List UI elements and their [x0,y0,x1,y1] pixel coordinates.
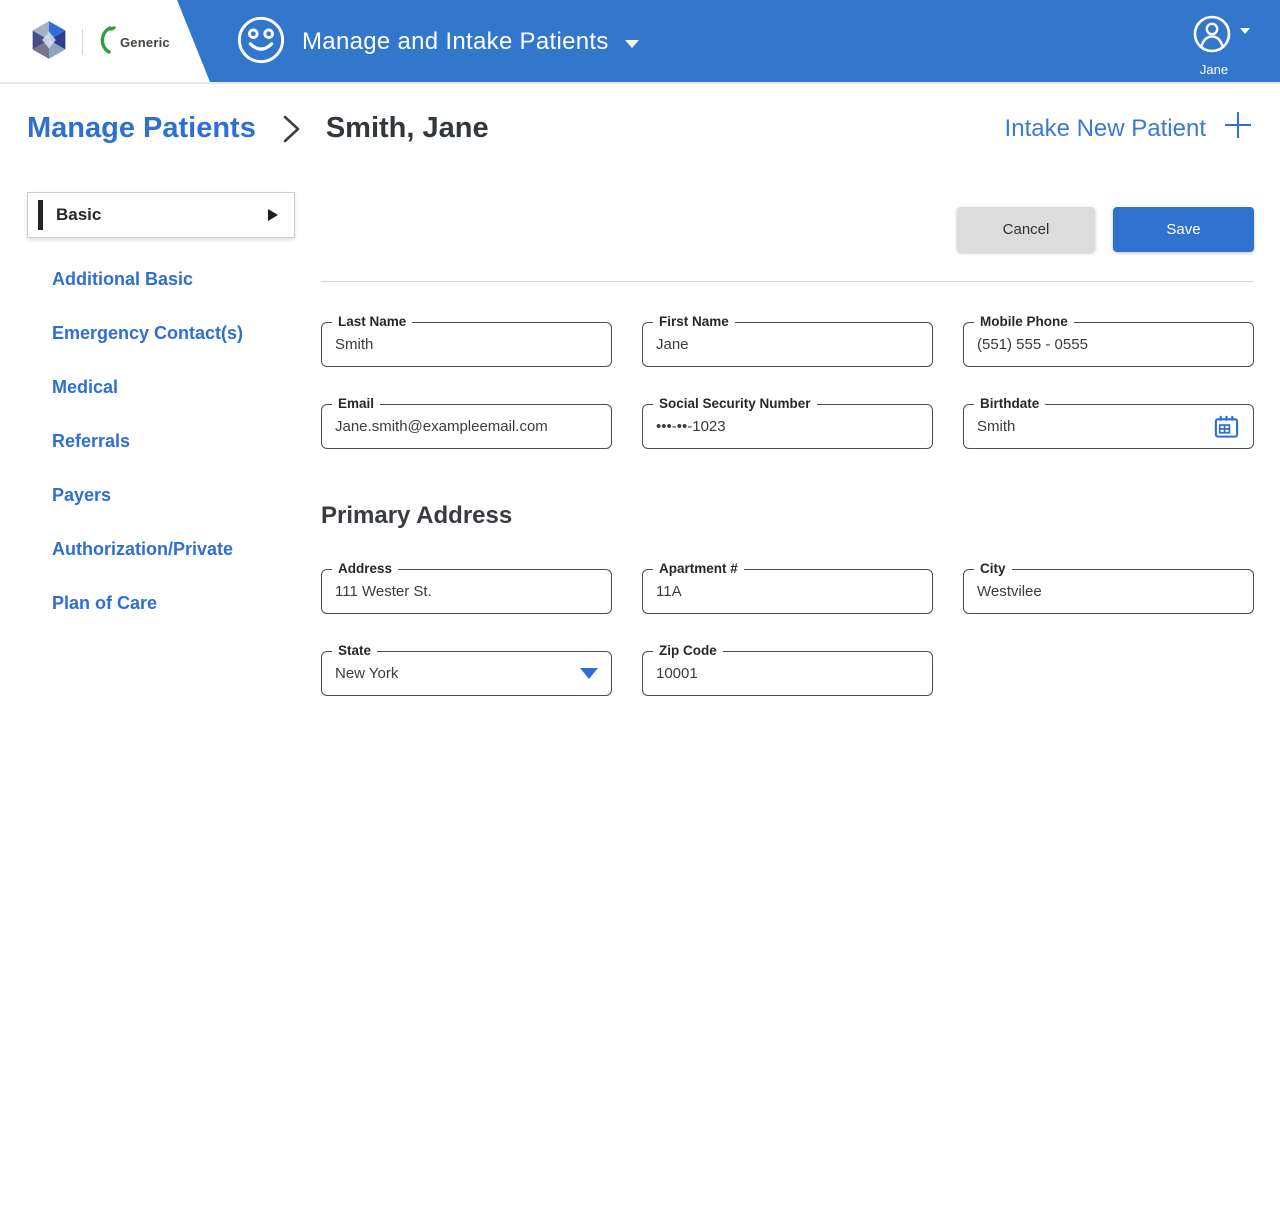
apartment-input[interactable]: 11A [656,583,682,601]
triangle-right-icon [268,209,278,221]
mobile-phone-field[interactable]: Mobile Phone (551) 555 - 0555 [963,314,1254,367]
last-name-label: Last Name [332,314,413,329]
address-field[interactable]: Address 111 Wester St. [321,561,612,615]
email-label: Email [332,396,381,411]
generic-logo: Generic [95,25,170,60]
caret-down-icon[interactable] [580,668,598,680]
city-input[interactable]: Westvilee [977,583,1042,601]
mobile-phone-input[interactable]: (551) 555 - 0555 [977,336,1088,353]
app-title: Manage and Intake Patients [302,28,609,55]
brand-divider [82,29,83,55]
state-select-value[interactable]: New York [335,665,399,683]
calendar-icon[interactable] [1213,413,1240,440]
patient-section-nav: Basic Additional Basic Emergency Contact… [27,192,295,696]
active-indicator-bar [38,200,43,230]
chevron-right-icon [282,113,302,145]
ssn-label: Social Security Number [653,396,817,411]
brand-area: Generic [28,0,170,84]
birthdate-label: Birthdate [974,396,1046,411]
chevron-down-icon [624,39,639,48]
city-field[interactable]: City Westvilee [963,561,1254,615]
last-name-field[interactable]: Last Name Smith [321,314,612,367]
sidebar-item-authorization-private[interactable]: Authorization/Private [52,539,234,559]
chevron-down-icon [1240,28,1250,34]
header-blue-band [177,0,1280,82]
breadcrumb-parent-link[interactable]: Manage Patients [27,112,256,144]
sidebar-item-label: Basic [56,205,102,224]
ssn-field[interactable]: Social Security Number •••-••-1023 [642,396,933,449]
user-menu[interactable]: Jane [1192,14,1250,77]
intake-new-patient-label: Intake New Patient [1004,114,1206,142]
address-label: Address [332,561,399,577]
brand-name-label: Generic [120,34,170,50]
green-leaf-g-icon [95,25,117,60]
sidebar-item-emergency-contacts[interactable]: Emergency Contact(s) [52,323,244,343]
main-area: Basic Additional Basic Emergency Contact… [27,192,1254,697]
form-actions: Cancel Save [321,207,1254,252]
breadcrumb: Manage Patients Smith, Jane Intake New P… [27,109,1254,148]
user-name-label: Jane [1199,62,1229,77]
mobile-phone-label: Mobile Phone [974,314,1074,329]
first-name-label: First Name [653,314,735,329]
zip-code-field[interactable]: Zip Code 10001 [642,643,933,697]
sidebar-list: Additional Basic Emergency Contact(s) Me… [27,269,295,614]
sidebar-item-additional-basic[interactable]: Additional Basic [52,269,194,289]
primary-address-heading: Primary Address [321,502,513,529]
apartment-field[interactable]: Apartment # 11A [642,561,933,615]
user-avatar-icon [1192,14,1232,59]
zip-code-label: Zip Code [653,643,723,659]
save-button[interactable]: Save [1113,207,1254,252]
smiley-icon [236,15,286,70]
cancel-button[interactable]: Cancel [957,207,1095,252]
section-divider [321,281,1254,282]
first-name-input[interactable]: Jane [656,336,689,353]
app-title-menu[interactable]: Manage and Intake Patients [236,0,639,84]
zip-code-input[interactable]: 10001 [656,665,698,683]
breadcrumb-current: Smith, Jane [325,112,489,144]
state-label: State [332,643,378,659]
sidebar-item-referrals[interactable]: Referrals [52,431,131,451]
top-bar: Generic Manage and Intake Patients [0,0,1280,84]
sidebar-item-medical[interactable]: Medical [52,377,119,397]
ssn-input[interactable]: •••-••-1023 [656,418,726,435]
grid-spacer [963,651,1254,696]
sidebar-item-payers[interactable]: Payers [52,485,112,505]
state-field[interactable]: State New York [321,643,612,697]
intake-new-patient-button[interactable]: Intake New Patient [1005,109,1254,148]
city-label: City [974,561,1012,577]
email-field[interactable]: Email Jane.smith@exampleemail.com [321,396,612,449]
last-name-input[interactable]: Smith [335,336,374,353]
birthdate-input[interactable]: Smith [977,418,1016,435]
sidebar-item-plan-of-care[interactable]: Plan of Care [52,593,158,613]
first-name-field[interactable]: First Name Jane [642,314,933,367]
sidebar-item-basic[interactable]: Basic [27,192,295,238]
plus-icon [1222,109,1254,148]
hexagon-logo-icon [28,19,70,66]
apartment-label: Apartment # [653,561,744,577]
email-input[interactable]: Jane.smith@exampleemail.com [335,418,548,435]
address-input[interactable]: 111 Wester St. [335,583,432,601]
basic-fields-grid: Last Name Smith First Name Jane Mobile P… [321,314,1254,449]
birthdate-field[interactable]: Birthdate Smith [963,396,1254,449]
address-fields-grid: Address 111 Wester St. Apartment # 11A C… [321,561,1254,697]
basic-form-panel: Cancel Save Last Name Smith First Name J… [321,192,1254,697]
